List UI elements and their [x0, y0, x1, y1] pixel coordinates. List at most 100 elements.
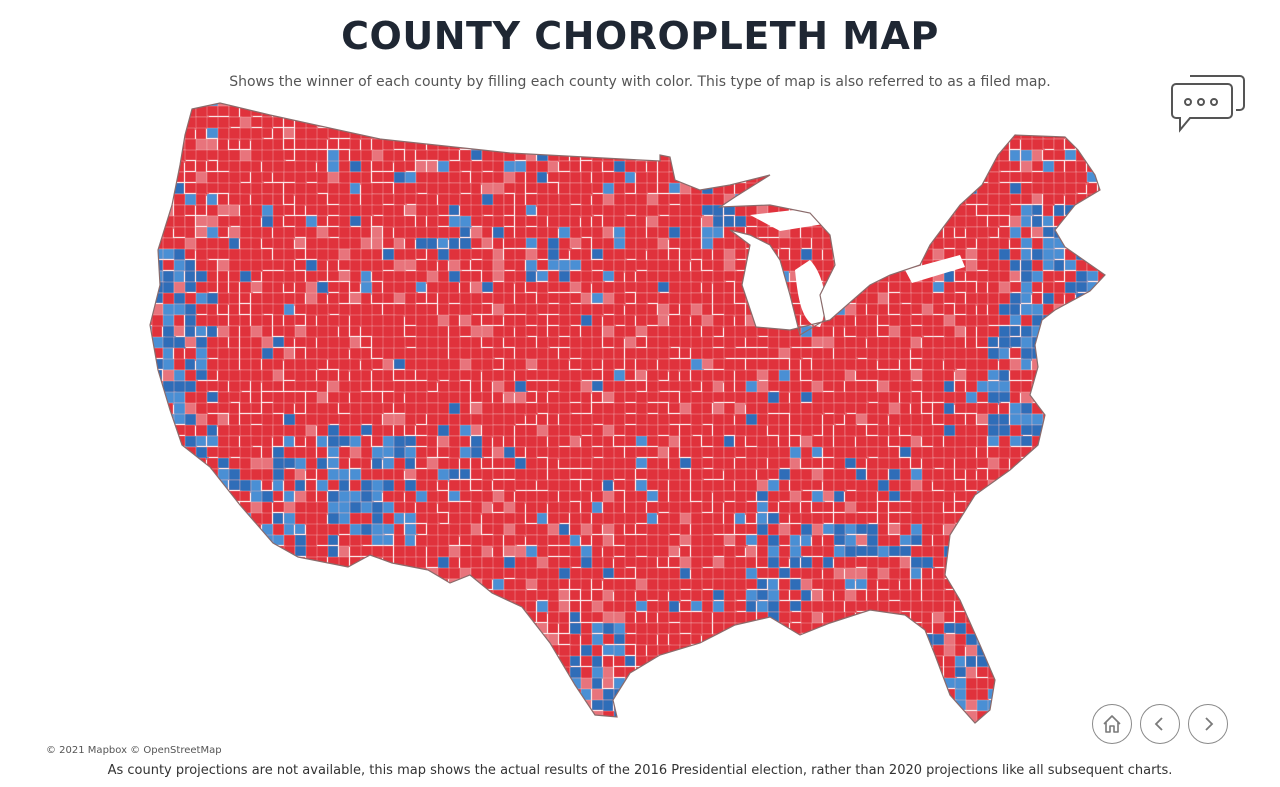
- county-cell[interactable]: [525, 655, 540, 667]
- county-cell[interactable]: [1042, 644, 1057, 656]
- county-cell[interactable]: [404, 655, 417, 667]
- county-cell[interactable]: [338, 611, 353, 626]
- county-cell[interactable]: [130, 139, 143, 150]
- county-cell[interactable]: [756, 578, 768, 590]
- county-cell[interactable]: [1086, 215, 1099, 229]
- county-cell[interactable]: [459, 226, 471, 238]
- county-cell[interactable]: [294, 589, 308, 601]
- county-cell[interactable]: [888, 512, 901, 524]
- county-cell[interactable]: [910, 435, 922, 448]
- county-cell[interactable]: [877, 424, 890, 437]
- county-cell[interactable]: [1097, 281, 1111, 295]
- county-cell[interactable]: [1097, 567, 1111, 582]
- county-cell[interactable]: [998, 545, 1011, 559]
- county-cell[interactable]: [316, 622, 331, 635]
- county-cell[interactable]: [239, 523, 252, 538]
- county-cell[interactable]: [690, 633, 702, 645]
- county-cell[interactable]: [151, 688, 164, 701]
- county-cell[interactable]: [789, 413, 803, 426]
- county-cell[interactable]: [393, 523, 405, 537]
- county-cell[interactable]: [283, 369, 297, 381]
- county-cell[interactable]: [448, 127, 461, 142]
- county-cell[interactable]: [349, 600, 361, 614]
- county-cell[interactable]: [668, 413, 682, 425]
- county-cell[interactable]: [1131, 403, 1140, 415]
- county-cell[interactable]: [844, 171, 858, 186]
- county-cell[interactable]: [239, 138, 251, 150]
- county-cell[interactable]: [448, 545, 462, 559]
- county-cell[interactable]: [426, 292, 438, 304]
- county-cell[interactable]: [130, 524, 141, 534]
- county-cell[interactable]: [789, 193, 801, 207]
- county-cell[interactable]: [261, 457, 275, 470]
- county-cell[interactable]: [778, 589, 790, 601]
- county-cell[interactable]: [338, 347, 350, 360]
- county-cell[interactable]: [151, 116, 165, 128]
- county-cell[interactable]: [305, 479, 317, 492]
- county-cell[interactable]: [987, 435, 1000, 447]
- county-cell[interactable]: [173, 171, 185, 183]
- county-cell[interactable]: [778, 116, 792, 130]
- county-cell[interactable]: [701, 95, 714, 108]
- county-cell[interactable]: [305, 380, 318, 392]
- county-cell[interactable]: [910, 424, 923, 438]
- county-cell[interactable]: [822, 468, 835, 482]
- county-cell[interactable]: [448, 138, 461, 151]
- county-cell[interactable]: [261, 171, 273, 183]
- county-cell[interactable]: [1042, 95, 1054, 108]
- county-cell[interactable]: [800, 237, 812, 249]
- county-cell[interactable]: [646, 303, 658, 317]
- county-cell[interactable]: [855, 193, 870, 206]
- county-cell[interactable]: [657, 611, 670, 624]
- county-cell[interactable]: [921, 435, 934, 447]
- county-cell[interactable]: [536, 446, 549, 458]
- county-cell[interactable]: [1064, 545, 1078, 558]
- county-cell[interactable]: [206, 490, 220, 505]
- county-cell[interactable]: [217, 127, 230, 141]
- county-cell[interactable]: [866, 512, 878, 524]
- county-cell[interactable]: [141, 534, 153, 548]
- county-cell[interactable]: [261, 545, 275, 559]
- county-cell[interactable]: [141, 578, 152, 591]
- county-cell[interactable]: [151, 424, 164, 438]
- county-cell[interactable]: [767, 600, 781, 613]
- county-cell[interactable]: [679, 347, 691, 359]
- county-cell[interactable]: [701, 127, 716, 141]
- county-cell[interactable]: [525, 677, 537, 692]
- county-cell[interactable]: [701, 501, 713, 513]
- county-cell[interactable]: [151, 501, 163, 515]
- county-cell[interactable]: [1053, 622, 1065, 635]
- county-cell[interactable]: [800, 578, 813, 592]
- county-cell[interactable]: [459, 567, 472, 582]
- county-cell[interactable]: [228, 281, 240, 295]
- county-cell[interactable]: [360, 633, 373, 647]
- county-cell[interactable]: [415, 325, 429, 338]
- county-cell[interactable]: [130, 293, 143, 304]
- county-cell[interactable]: [173, 468, 186, 480]
- county-cell[interactable]: [217, 512, 230, 524]
- county-cell[interactable]: [657, 545, 670, 558]
- county-cell[interactable]: [789, 358, 801, 371]
- county-cell[interactable]: [866, 204, 880, 216]
- county-cell[interactable]: [173, 589, 186, 602]
- county-cell[interactable]: [228, 545, 242, 558]
- county-cell[interactable]: [327, 314, 341, 328]
- county-cell[interactable]: [371, 303, 383, 316]
- county-cell[interactable]: [1031, 248, 1044, 262]
- county-cell[interactable]: [976, 95, 989, 108]
- county-cell[interactable]: [1109, 524, 1121, 535]
- county-cell[interactable]: [1109, 249, 1121, 260]
- county-cell[interactable]: [250, 457, 264, 471]
- county-cell[interactable]: [965, 468, 977, 481]
- county-cell[interactable]: [1086, 468, 1101, 481]
- county-cell[interactable]: [239, 688, 254, 703]
- county-cell[interactable]: [206, 534, 219, 547]
- county-cell[interactable]: [613, 105, 626, 117]
- county-cell[interactable]: [723, 116, 736, 131]
- county-cell[interactable]: [173, 336, 187, 350]
- county-cell[interactable]: [877, 193, 890, 206]
- county-cell[interactable]: [305, 622, 317, 636]
- county-cell[interactable]: [635, 490, 648, 503]
- county-cell[interactable]: [756, 369, 770, 381]
- county-cell[interactable]: [525, 325, 538, 337]
